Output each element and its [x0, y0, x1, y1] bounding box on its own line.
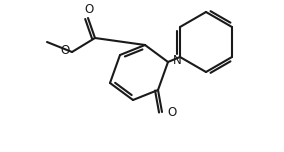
- Text: O: O: [167, 105, 176, 119]
- Text: O: O: [61, 45, 70, 57]
- Text: N: N: [173, 55, 182, 67]
- Text: O: O: [84, 3, 94, 16]
